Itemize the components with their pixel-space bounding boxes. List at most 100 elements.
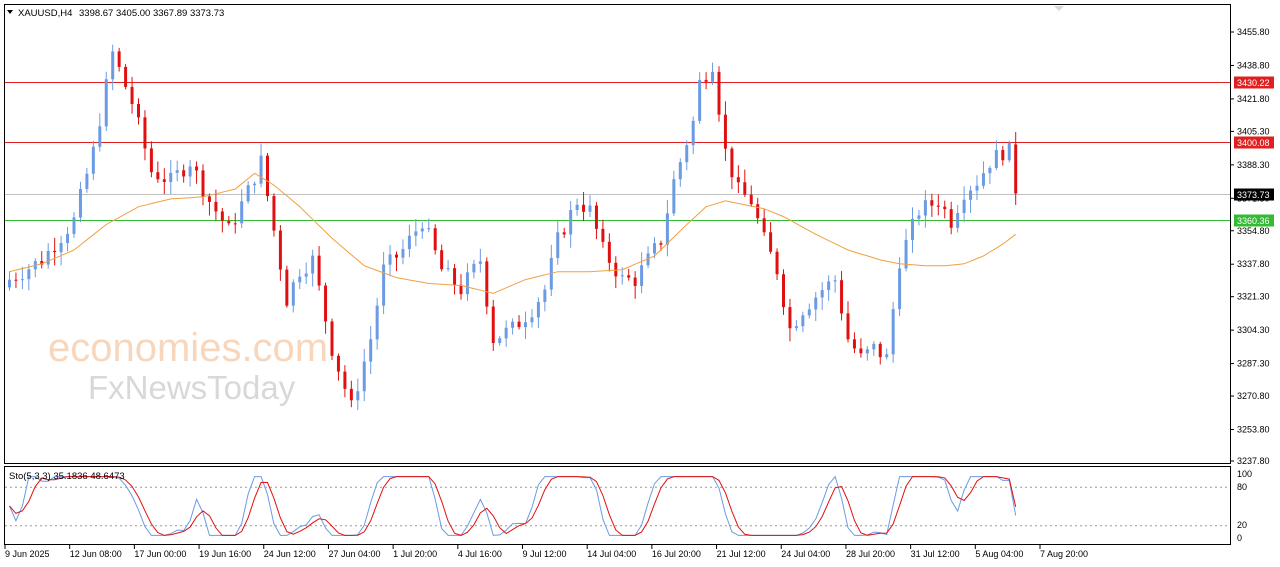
candle-bear — [717, 71, 721, 115]
candle-bear — [562, 232, 566, 235]
candle-bear — [40, 261, 44, 265]
time-tick-label: 1 Jul 20:00 — [393, 549, 437, 559]
candle-bull — [646, 253, 650, 266]
oscillator-scale-label: 100 — [1237, 469, 1252, 479]
candle-bear — [440, 250, 444, 270]
candle-bull — [111, 51, 115, 80]
time-tick-label: 31 Jul 12:00 — [911, 549, 960, 559]
candle-bear — [433, 228, 437, 251]
candle-bear — [846, 313, 850, 340]
price-tick-label: 3438.80 — [1237, 60, 1270, 70]
time-tick-label: 28 Jul 20:00 — [846, 549, 895, 559]
candle-bull — [975, 185, 979, 191]
candle-bear — [859, 348, 863, 354]
main-pane-frame — [4, 4, 1231, 464]
candle-bear — [594, 205, 598, 229]
candle-bull — [465, 272, 469, 295]
candle-bull — [807, 309, 811, 316]
candle-bear — [614, 262, 618, 277]
candle-bear — [130, 86, 134, 105]
dropdown-arrow-icon[interactable] — [7, 10, 13, 14]
resistance-level-badge — [1234, 136, 1274, 149]
moving-average — [9, 172, 1017, 294]
candle-bull — [78, 188, 82, 218]
stochastic-oscillator: 100 80 20 0 — [5, 469, 1252, 543]
candle-bull — [446, 268, 450, 270]
time-tick-label: 21 Jul 12:00 — [717, 549, 766, 559]
candle-bull — [801, 315, 805, 327]
candle-bull — [794, 326, 798, 329]
candle-bear — [137, 104, 140, 118]
candle-bull — [827, 281, 831, 291]
candle-bull — [575, 204, 579, 210]
current-level-label: 3373.73 — [1237, 190, 1270, 200]
candle-bull — [8, 279, 11, 288]
candle-bear — [730, 148, 734, 178]
time-tick-label: 9 Jun 2025 — [5, 549, 50, 559]
price-tick-label: 3455.80 — [1237, 27, 1270, 37]
candle-bull — [414, 231, 418, 236]
candle-bull — [820, 290, 824, 298]
candle-bull — [427, 228, 431, 230]
candle-bull — [169, 172, 173, 182]
candle-bull — [814, 297, 818, 310]
candle-bull — [556, 232, 560, 258]
candle-bull — [956, 213, 960, 228]
candle-bull — [472, 263, 476, 273]
candle-bull — [536, 301, 540, 318]
candle-bull — [66, 233, 70, 243]
candle-bear — [195, 166, 199, 171]
price-tick-label: 3270.80 — [1237, 391, 1270, 401]
price-tick-label: 3337.80 — [1237, 259, 1270, 269]
candle-bull — [685, 145, 689, 163]
time-tick-label: 24 Jul 04:00 — [781, 549, 830, 559]
candle-bull — [240, 201, 244, 224]
price-tick-label: 3287.30 — [1237, 359, 1270, 369]
candle-bear — [491, 306, 495, 344]
watermark-economies: economies.com — [48, 326, 328, 370]
candle-bull — [962, 199, 966, 214]
oscillator-label: Sto(5,3,3) 35.1836 48.6473 — [9, 471, 125, 482]
candle-bull — [72, 217, 76, 234]
candle-bear — [749, 194, 753, 205]
candle-bull — [865, 349, 869, 354]
support-level-badge — [1234, 214, 1274, 227]
price-tick-label: 3304.30 — [1237, 325, 1270, 335]
candle-bear — [233, 223, 237, 225]
candle-bear — [704, 79, 708, 82]
candle-bull — [885, 354, 889, 358]
candle-bull — [691, 120, 695, 146]
candle-bull — [420, 228, 424, 232]
candle-bear — [349, 388, 353, 401]
candle-bear — [607, 241, 611, 263]
candle-bull — [246, 185, 250, 202]
candle-bull — [904, 239, 908, 269]
candle-bear — [330, 321, 334, 356]
candle-bull — [891, 309, 895, 355]
candle-bear — [117, 51, 121, 67]
symbol-label: XAUUSD,H4 — [18, 8, 72, 19]
candle-bear — [949, 209, 953, 228]
scroll-marker-icon[interactable] — [1054, 6, 1064, 11]
candle-bull — [711, 71, 715, 82]
candle-bear — [762, 218, 766, 233]
candle-bear — [266, 155, 269, 197]
candle-bull — [994, 150, 998, 168]
candle-bear — [1014, 144, 1018, 194]
price-tick-label: 3388.30 — [1237, 160, 1270, 170]
candle-bull — [981, 173, 985, 186]
candle-bull — [665, 213, 669, 245]
time-tick-label: 27 Jun 04:00 — [328, 549, 380, 559]
candle-bull — [388, 254, 392, 265]
candle-bull — [188, 166, 192, 177]
price-tick-label: 3421.80 — [1237, 94, 1270, 104]
time-tick-label: 4 Jul 16:00 — [458, 549, 502, 559]
candle-bear — [453, 268, 457, 285]
candle-bear — [723, 114, 727, 149]
time-tick-label: 24 Jun 12:00 — [264, 549, 316, 559]
candle-bull — [311, 255, 315, 274]
oscillator-scale-label: 20 — [1237, 520, 1247, 530]
candle-bear — [143, 117, 147, 149]
candle-bear — [336, 355, 340, 372]
candle-bear — [601, 228, 605, 242]
